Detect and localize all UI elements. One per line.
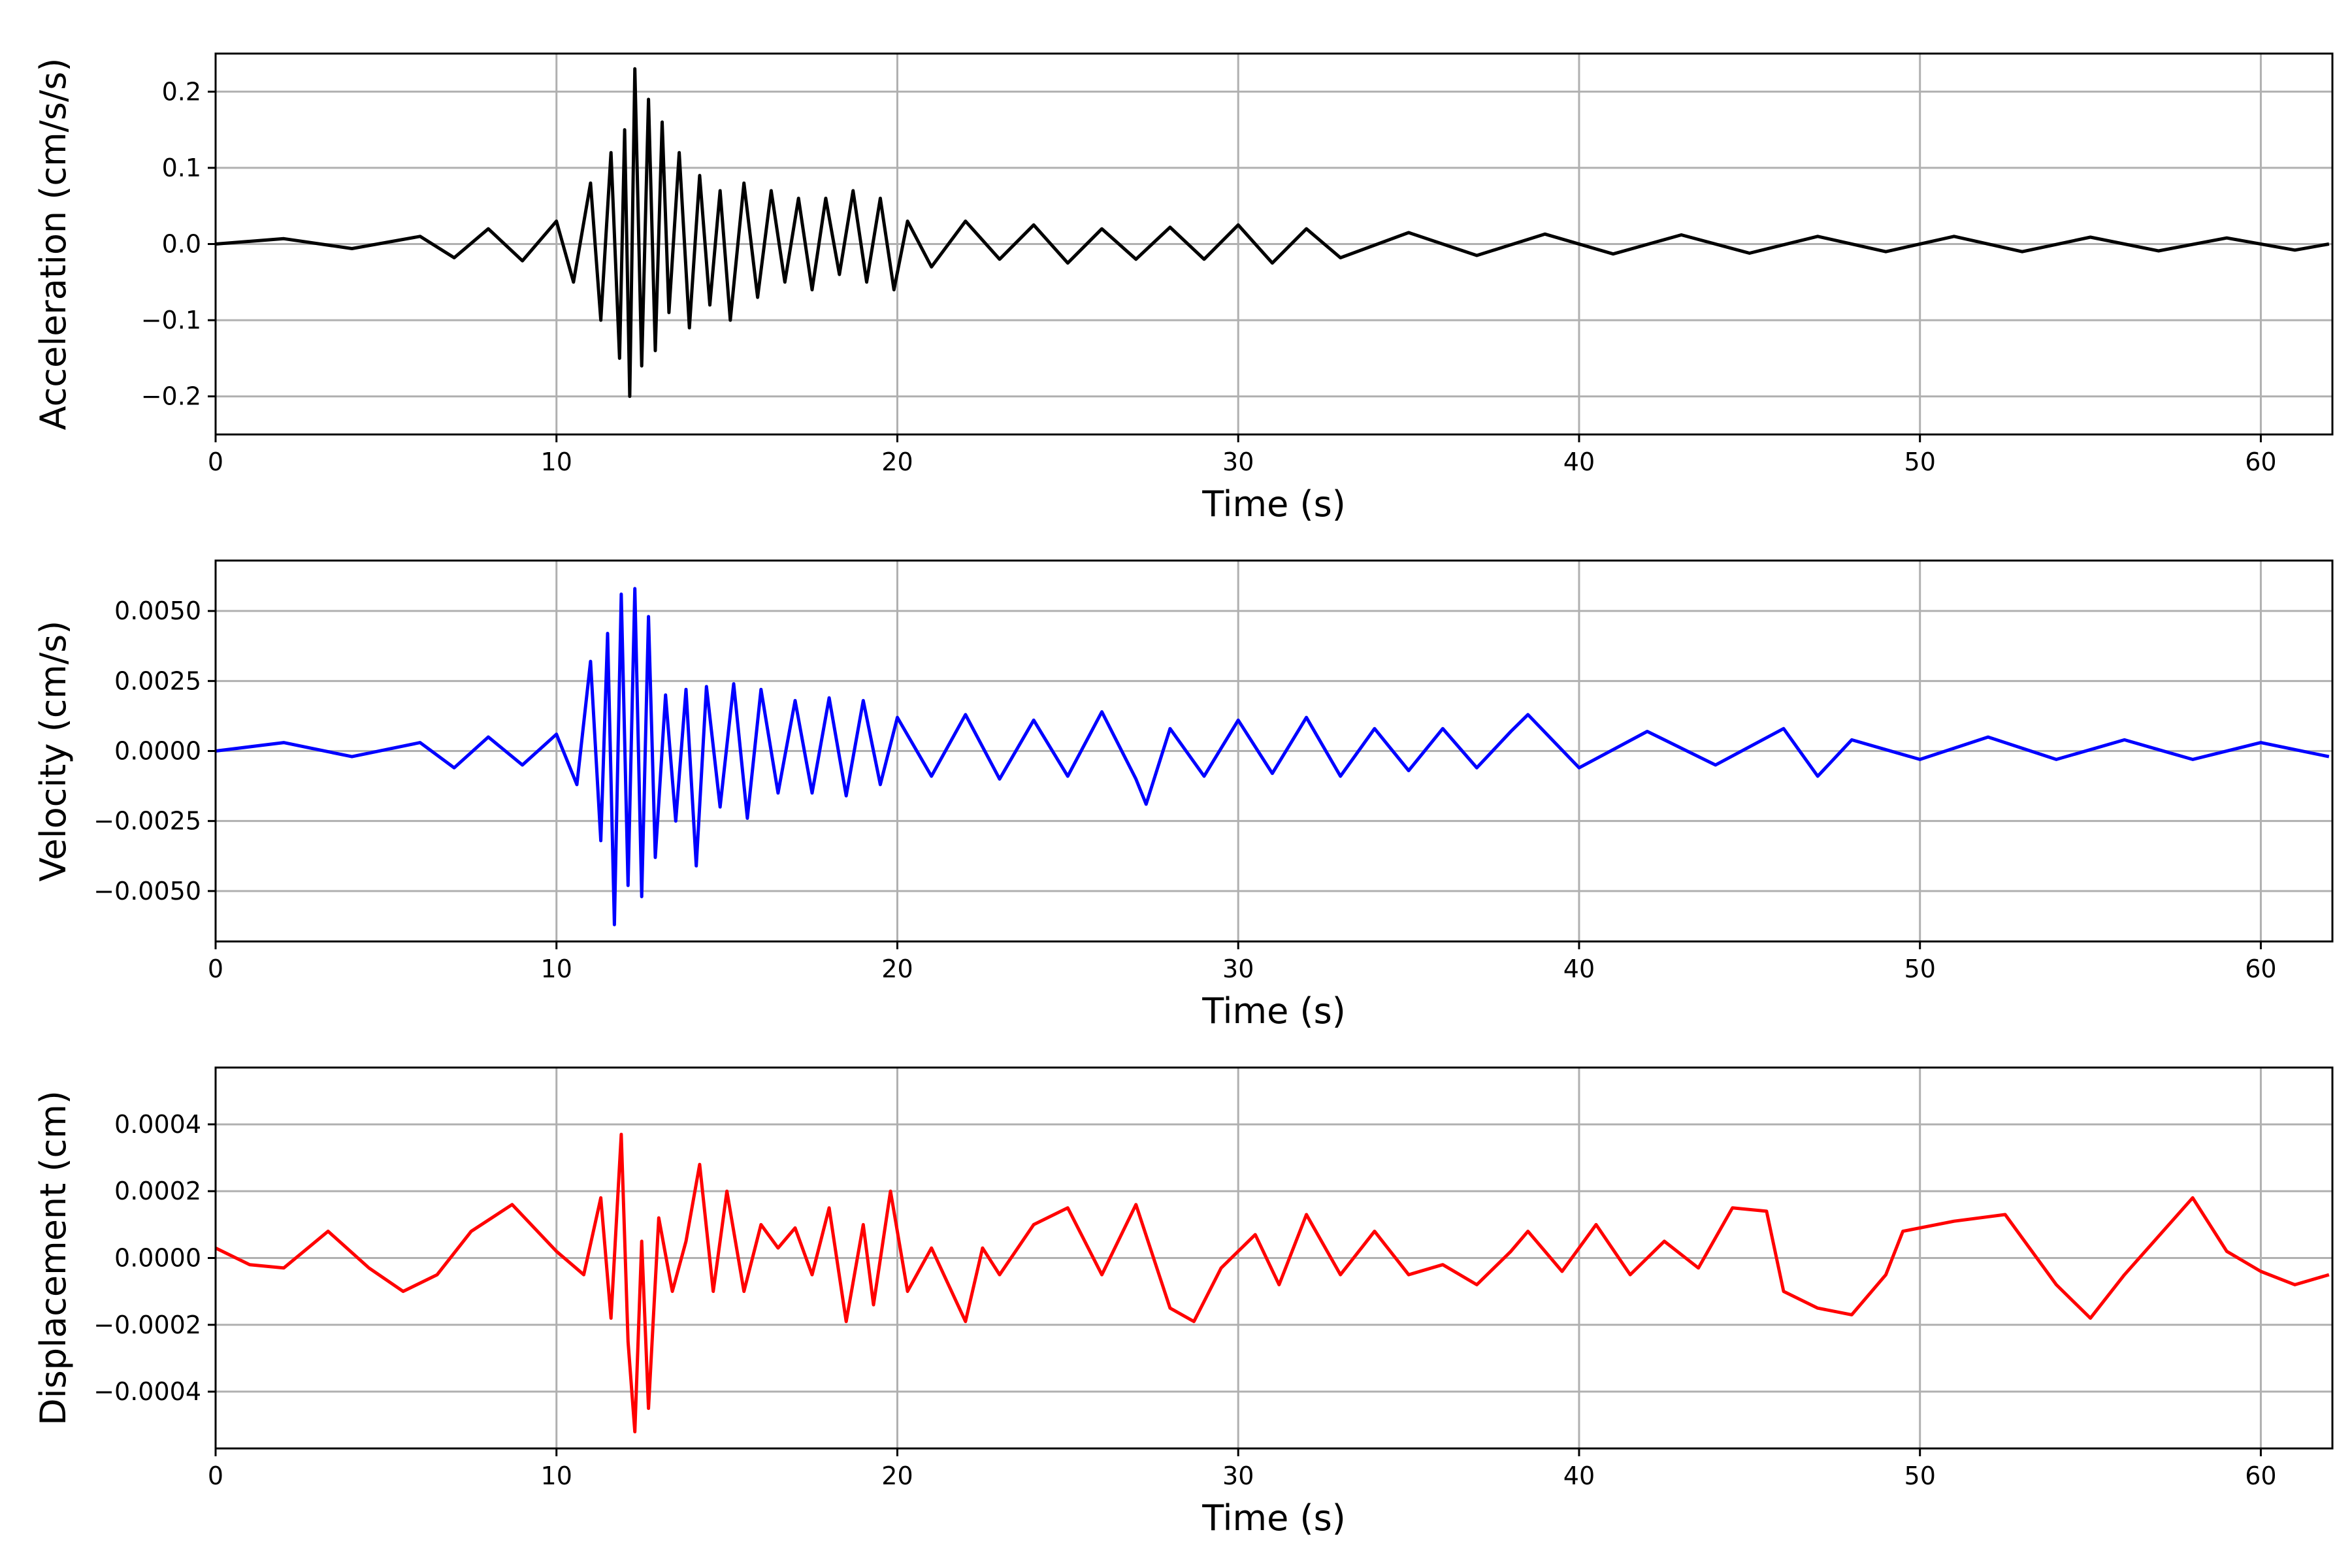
velocity-series <box>215 587 2330 926</box>
displacement-x-tick-label: 60 <box>2245 1462 2276 1490</box>
displacement-x-axis-label: Time (s) <box>1201 1497 1346 1539</box>
displacement-y-tick-label: −0.0004 <box>93 1377 201 1406</box>
velocity-x-tick-label: 30 <box>1222 955 1254 983</box>
velocity-grid <box>214 561 2332 941</box>
acceleration-x-tick-label: 50 <box>1904 448 1936 476</box>
acceleration-y-tick-label: −0.2 <box>141 382 201 411</box>
displacement-x-tick-label: 20 <box>881 1462 913 1490</box>
acceleration-y-tick-label: 0.0 <box>162 230 201 259</box>
acceleration-x-tick-label: 20 <box>881 448 913 476</box>
velocity-ticks: 0 10 20 30 40 50 60 0.0050 0.0025 0.0000 −0.0025 −0… <box>93 596 2276 983</box>
displacement-y-tick-label: 0.0000 <box>114 1244 201 1273</box>
velocity-x-tick-label: 20 <box>881 955 913 983</box>
acceleration-x-tick-label: 60 <box>2245 448 2276 476</box>
velocity-x-axis-label: Time (s) <box>1201 990 1346 1032</box>
velocity-y-tick-label: −0.0050 <box>93 877 201 906</box>
acceleration-ticks: 0 10 20 30 40 50 60 0.2 0.1 0.0 −0.1 −0.2 <box>141 77 2277 476</box>
displacement-x-tick-label: 30 <box>1222 1462 1254 1490</box>
acceleration-y-tick-label: 0.1 <box>162 154 201 182</box>
velocity-panel: 0 10 20 30 40 50 60 0.0050 0.0025 0.0000 −0.0025 −0… <box>33 559 2334 1032</box>
acceleration-x-tick-label: 0 <box>208 448 223 476</box>
acceleration-x-tick-label: 40 <box>1563 448 1595 476</box>
acceleration-series-line <box>215 67 2330 399</box>
displacement-y-tick-label: 0.0002 <box>114 1177 201 1205</box>
displacement-series-line <box>214 1132 2330 1433</box>
displacement-x-tick-label: 40 <box>1563 1462 1595 1490</box>
velocity-y-tick-label: 0.0025 <box>114 666 201 695</box>
acceleration-y-axis-label: Acceleration (cm/s/s) <box>33 58 74 431</box>
velocity-x-tick-label: 0 <box>208 955 223 983</box>
displacement-panel: 0 10 20 30 40 50 60 0.0004 0.0002 0.0000 −0.0002 −0… <box>33 1066 2334 1539</box>
velocity-x-tick-label: 60 <box>2245 955 2276 983</box>
acceleration-x-tick-label: 30 <box>1222 448 1254 476</box>
velocity-y-tick-label: 0.0000 <box>114 737 201 766</box>
velocity-x-tick-label: 50 <box>1904 955 1936 983</box>
acceleration-x-axis-label: Time (s) <box>1201 483 1346 525</box>
velocity-x-tick-label: 10 <box>541 955 572 983</box>
acceleration-y-tick-label: −0.1 <box>141 306 201 335</box>
displacement-y-axis-label: Displacement (cm) <box>33 1090 74 1426</box>
displacement-series <box>214 1132 2330 1433</box>
displacement-y-tick-label: 0.0004 <box>114 1110 201 1139</box>
acceleration-y-tick-label: 0.2 <box>162 77 201 106</box>
acceleration-x-tick-label: 10 <box>541 448 572 476</box>
displacement-y-tick-label: −0.0002 <box>93 1311 201 1339</box>
velocity-series-line <box>215 587 2330 926</box>
displacement-x-tick-label: 10 <box>541 1462 572 1490</box>
displacement-grid <box>214 1068 2332 1448</box>
acceleration-panel: 0 10 20 30 40 50 600.20.10.0−0.1−0.2 Time (s) … <box>33 52 2334 525</box>
velocity-x-tick-label: 40 <box>1563 955 1595 983</box>
displacement-ticks: 0 10 20 30 40 50 60 0.0004 0.0002 0.0000 −0.0002 −0… <box>93 1110 2276 1490</box>
displacement-x-tick-label: 50 <box>1904 1462 1936 1490</box>
velocity-y-tick-label: −0.0025 <box>93 807 201 836</box>
displacement-x-tick-label: 0 <box>208 1462 223 1490</box>
velocity-y-axis-label: Velocity (cm/s) <box>33 621 74 882</box>
velocity-y-tick-label: 0.0050 <box>114 596 201 625</box>
acceleration-series <box>215 67 2330 399</box>
